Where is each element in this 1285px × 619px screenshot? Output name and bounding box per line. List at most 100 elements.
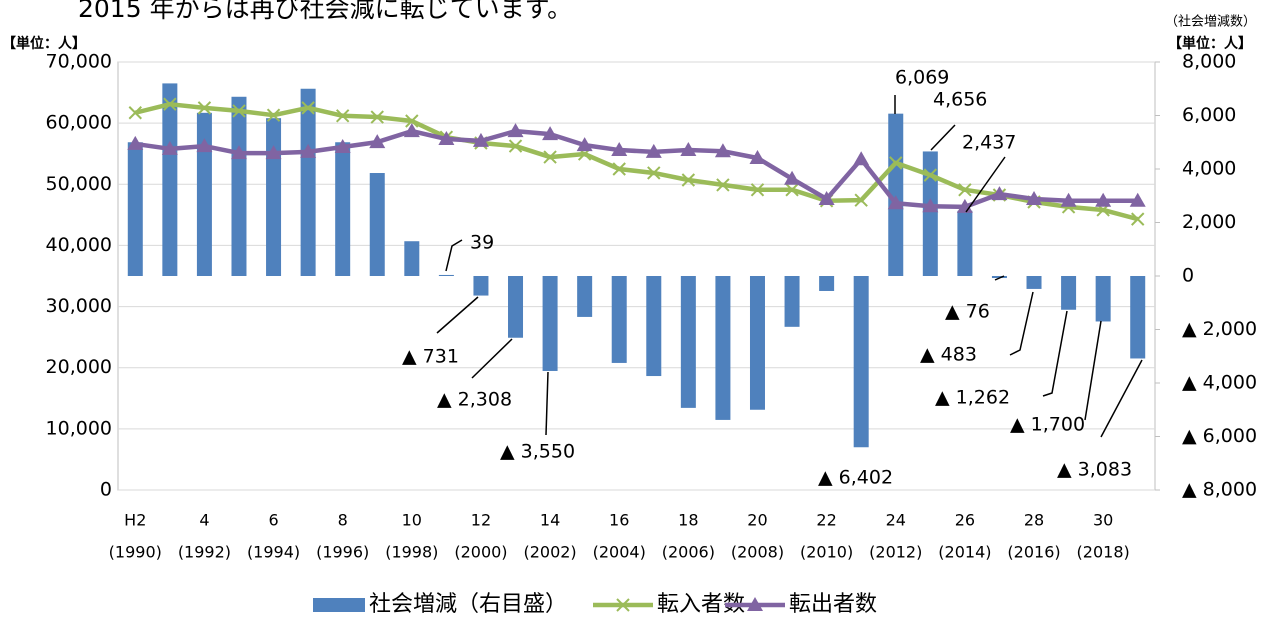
data-label: ▲ 3,550 (500, 441, 575, 463)
marker (958, 183, 972, 197)
x-tick-label: 14 (540, 511, 560, 530)
line (134, 101, 1139, 222)
y2-tick-label: ▲ 2,000 (1182, 318, 1257, 340)
y-tick-label: 40,000 (46, 234, 112, 256)
y2-tick-label: ▲ 6,000 (1182, 425, 1257, 447)
x-tick-label: 6 (268, 511, 278, 530)
bar (438, 274, 454, 276)
x-tick-sublabel: (2004) (593, 543, 646, 562)
leader-line (1084, 320, 1102, 421)
bar (335, 142, 351, 276)
leader-line (436, 296, 479, 334)
y-tick-label: 0 (100, 479, 112, 501)
marker (161, 140, 178, 155)
marker (749, 149, 766, 164)
marker (680, 142, 697, 157)
y2-tick-label: 4,000 (1182, 158, 1236, 180)
marker (472, 132, 489, 147)
data-label: 39 (470, 232, 494, 254)
x-tick-label: 26 (955, 511, 975, 530)
x-tick-sublabel: (1996) (316, 543, 369, 562)
marker (127, 135, 144, 150)
y2-unit-label: 【単位：人】 (1168, 35, 1252, 52)
annotation: 2015 年からは再び社会減に転じています。 (78, 0, 572, 23)
bar (819, 276, 835, 291)
marker (369, 134, 386, 149)
data-label: 6,069 (895, 67, 949, 89)
data-label: ▲ 6,402 (818, 467, 893, 489)
marker (716, 178, 730, 192)
marker (611, 142, 628, 157)
marker (230, 145, 247, 160)
x-tick-sublabel: (2010) (800, 543, 853, 562)
bar (680, 276, 696, 408)
x-tick-sublabel: (2002) (523, 543, 576, 562)
marker (543, 150, 557, 164)
leader-line (930, 124, 956, 151)
data-label: ▲ 731 (402, 346, 459, 368)
marker (197, 101, 212, 115)
bar (300, 88, 316, 276)
x-tick-label: 30 (1093, 511, 1113, 530)
leader-line (445, 239, 463, 272)
marker (370, 110, 384, 124)
bar (196, 112, 212, 276)
leader-line (1009, 291, 1034, 356)
marker (542, 126, 559, 141)
marker (853, 151, 870, 166)
x-tick-sublabel: (1998) (385, 543, 438, 562)
bar (888, 113, 904, 276)
marker (922, 198, 939, 213)
marker (405, 114, 419, 128)
marker (232, 104, 246, 118)
x-tick-sublabel: (2012) (869, 543, 922, 562)
bar (127, 142, 143, 276)
bar (473, 276, 489, 296)
legend-label: 転出者数 (789, 592, 877, 617)
marker (1131, 212, 1145, 226)
y2-caption: （社会増減数） (1165, 14, 1256, 30)
x-tick-sublabel: (2008) (731, 543, 784, 562)
x-tick-label: 28 (1024, 511, 1044, 530)
marker (163, 97, 177, 111)
x-tick-label: H2 (124, 511, 146, 530)
marker (1129, 192, 1146, 207)
marker (750, 183, 765, 197)
marker (1026, 190, 1043, 205)
marker (1095, 192, 1112, 207)
x-tick-label: 16 (609, 511, 629, 530)
data-label: ▲ 1,700 (1010, 414, 1085, 436)
marker (956, 198, 973, 213)
y-tick-label: 50,000 (46, 173, 112, 195)
marker (854, 193, 868, 207)
bar (922, 151, 938, 276)
marker (647, 166, 661, 180)
data-label: ▲ 483 (920, 344, 977, 366)
data-label: ▲ 76 (945, 301, 990, 323)
marker (266, 108, 281, 122)
y-tick-label: 20,000 (46, 356, 112, 378)
marker (403, 123, 420, 138)
y-tick-label: 60,000 (46, 112, 112, 134)
leader-line (994, 275, 1005, 281)
marker (1060, 192, 1077, 207)
bar (577, 276, 593, 317)
leader-line (1100, 359, 1143, 438)
x-tick-label: 22 (816, 511, 836, 530)
data-label: 2,437 (962, 132, 1016, 154)
x-tick-label: 24 (886, 511, 906, 530)
legend-marker (747, 597, 763, 611)
data-label: 4,656 (933, 89, 987, 111)
marker (196, 138, 213, 153)
bar (784, 276, 800, 327)
x-tick-label: 18 (678, 511, 698, 530)
leader-line (965, 156, 1006, 213)
x-tick-label: 4 (199, 511, 209, 530)
legend-marker (616, 598, 630, 612)
x-tick-label: 8 (338, 511, 348, 530)
y2-tick-label: 8,000 (1182, 51, 1236, 73)
bar (266, 118, 282, 276)
bar (404, 241, 420, 276)
x-tick-label: 10 (402, 511, 422, 530)
